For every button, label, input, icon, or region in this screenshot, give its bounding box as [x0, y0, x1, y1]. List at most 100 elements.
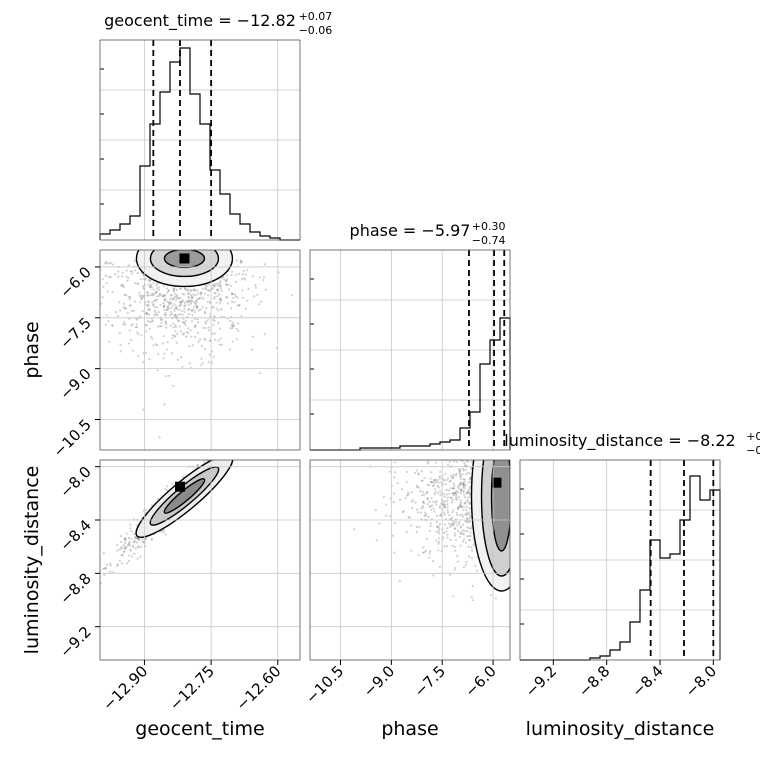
sample-point	[231, 454, 233, 456]
sample-point	[478, 436, 480, 438]
sample-point	[121, 553, 124, 557]
sample-point	[456, 460, 459, 464]
sample-point	[172, 289, 175, 293]
sample-point	[215, 289, 219, 292]
sample-point	[226, 295, 229, 299]
sample-point	[460, 501, 463, 504]
sample-point	[111, 323, 114, 327]
sample-point	[229, 327, 232, 330]
sample-point	[127, 559, 131, 563]
sample-point	[162, 285, 165, 288]
density-peak	[175, 481, 185, 492]
sample-point	[205, 306, 208, 310]
sample-point	[420, 507, 423, 510]
sample-point	[209, 451, 211, 453]
sample-point	[179, 287, 182, 290]
sample-point	[140, 334, 143, 337]
sample-point	[231, 452, 233, 454]
sample-point	[426, 497, 429, 500]
sample-point	[400, 488, 404, 491]
sample-point	[164, 320, 167, 323]
sample-point	[437, 486, 440, 489]
sample-point	[240, 427, 242, 429]
sample-point	[468, 516, 471, 519]
sample-point	[240, 261, 243, 264]
sample-point	[444, 472, 447, 475]
sample-point	[218, 302, 221, 305]
sample-point	[188, 345, 191, 348]
sample-point	[225, 279, 228, 282]
sample-point	[174, 324, 177, 327]
sample-point	[177, 297, 181, 300]
sample-point	[235, 259, 239, 262]
sample-point	[246, 269, 249, 272]
sample-point	[418, 525, 421, 529]
sample-point	[238, 435, 240, 437]
sample-point	[412, 432, 414, 434]
sample-point	[452, 492, 455, 495]
sample-point	[223, 454, 225, 456]
sample-point	[97, 263, 99, 265]
sample-point	[213, 285, 216, 288]
sample-point	[173, 287, 176, 290]
sample-point	[451, 511, 454, 514]
sample-point	[148, 320, 152, 323]
sample-point	[244, 278, 247, 281]
sample-point	[464, 529, 467, 533]
sample-point	[231, 442, 233, 444]
sample-point	[443, 523, 447, 526]
sample-point	[227, 283, 230, 286]
sample-point	[124, 323, 127, 326]
sample-point	[219, 447, 221, 449]
histogram-geocent_time	[99, 47, 300, 241]
sample-point	[104, 260, 108, 264]
sample-point	[145, 312, 148, 315]
sample-point	[451, 487, 454, 490]
sample-point	[185, 300, 188, 303]
sample-point	[200, 291, 203, 294]
sample-point	[230, 429, 232, 431]
sample-point	[467, 481, 470, 484]
sample-point	[126, 311, 129, 314]
sample-point	[422, 551, 425, 555]
sample-point	[432, 559, 435, 563]
sample-point	[222, 457, 224, 459]
sample-point	[137, 545, 140, 548]
sample-point	[457, 455, 459, 457]
sample-point	[442, 531, 446, 534]
sample-point	[133, 282, 137, 285]
sample-point	[212, 306, 215, 309]
sample-point	[448, 573, 452, 576]
sample-point	[186, 332, 190, 335]
sample-point	[416, 508, 419, 511]
sample-point	[172, 289, 176, 292]
sample-point	[449, 479, 452, 482]
sample-point	[425, 491, 428, 495]
sample-point	[163, 308, 166, 312]
sample-point	[169, 324, 172, 327]
sample-point	[458, 473, 462, 476]
sample-point	[448, 480, 452, 483]
sample-point	[223, 278, 226, 281]
sample-point	[402, 510, 405, 513]
sample-point	[391, 534, 394, 537]
sample-point	[429, 522, 432, 525]
sample-point	[433, 488, 437, 491]
sample-point	[434, 481, 437, 484]
sample-point	[105, 314, 108, 317]
sample-point	[452, 433, 454, 435]
sample-point	[238, 272, 241, 275]
sample-point	[189, 302, 193, 305]
sample-point	[275, 346, 278, 350]
sample-point	[136, 282, 139, 285]
sample-point	[237, 322, 240, 325]
sample-point	[468, 491, 471, 494]
sample-point	[472, 418, 474, 420]
sample-point	[171, 304, 174, 308]
sample-point	[156, 313, 159, 316]
sample-point	[227, 452, 229, 454]
sample-point	[126, 562, 129, 565]
sample-point	[436, 525, 439, 528]
sample-point	[171, 333, 174, 337]
sample-point	[449, 474, 452, 477]
